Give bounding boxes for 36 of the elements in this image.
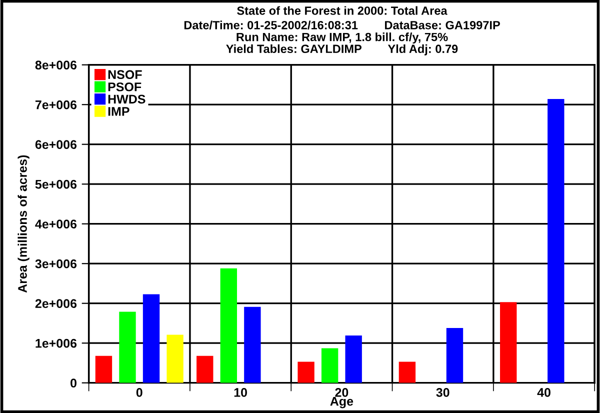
- x-tick-label: 20: [335, 388, 348, 397]
- y-tick-label: 8e+006: [35, 60, 77, 70]
- x-tick-label: 30: [436, 388, 450, 397]
- bar: [298, 362, 314, 383]
- bar: [398, 362, 416, 383]
- y-tick-label: 4e+006: [35, 220, 77, 228]
- x-tick-label: 0: [136, 388, 142, 397]
- bar: [548, 99, 564, 383]
- legend-label: IMP: [108, 107, 130, 116]
- legend-label: NSOF: [108, 70, 142, 80]
- bar: [95, 356, 112, 383]
- y-tick-label: 6e+006: [35, 140, 77, 149]
- chart-subtitle: Date/Time: 01-25-2002/16:08:31 DataBase: GA1997IP Run Name: Raw IMP, 1.8 bill. cf/y, 75% Yield Tables: GAYLDIMP Yld Adj: 0.79: [184, 20, 500, 56]
- x-tick-label: 10: [234, 388, 247, 397]
- x-axis-title: Age: [330, 396, 354, 408]
- y-axis-title: Area (millions of acres): [18, 155, 30, 293]
- bar: [220, 268, 237, 383]
- y-tick-label: 5e+006: [35, 180, 77, 189]
- bar: [196, 356, 214, 383]
- bar: [166, 334, 184, 383]
- x-tick-label: 40: [537, 388, 550, 397]
- bar: [119, 312, 136, 383]
- bar: [142, 294, 160, 383]
- chart-title: State of the Forest in 2000: Total Area: [237, 6, 448, 15]
- bar: [321, 348, 338, 383]
- legend-label: HWDS: [108, 94, 146, 104]
- bar: [244, 306, 261, 383]
- y-tick-label: 0: [70, 378, 76, 388]
- legend-label: PSOF: [108, 82, 142, 92]
- y-tick-label: 3e+006: [35, 259, 77, 268]
- y-tick-label: 7e+006: [35, 100, 77, 110]
- bar: [500, 302, 517, 383]
- y-tick-label: 2e+006: [35, 299, 77, 308]
- y-tick-label: 1e+006: [36, 338, 77, 348]
- bar: [345, 336, 362, 383]
- bar: [446, 328, 464, 383]
